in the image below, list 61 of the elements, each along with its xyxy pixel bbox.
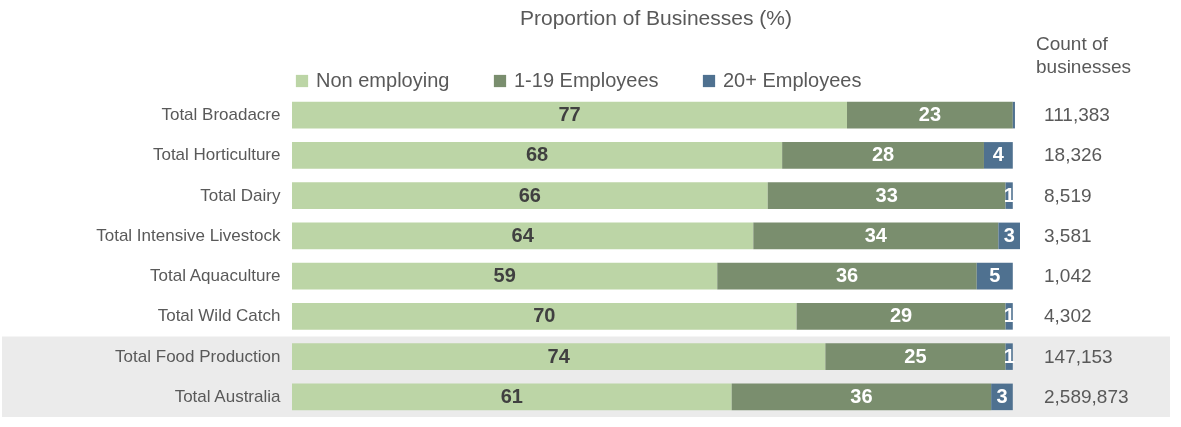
data-label: 77 xyxy=(558,103,581,126)
y-tick-label: Total Food Production xyxy=(115,346,281,366)
text: 111,383 xyxy=(1044,104,1110,126)
data-label: 70 xyxy=(533,304,556,327)
bar xyxy=(292,142,783,169)
bar xyxy=(796,303,1006,330)
bar xyxy=(767,182,1006,209)
y-tick-label: Total Broadacre xyxy=(161,105,281,125)
data-label: 3 xyxy=(996,384,1008,407)
data-label: 1 xyxy=(1003,304,1015,327)
bar xyxy=(782,142,984,169)
y-tick-label: Total Intensive Livestock xyxy=(96,225,281,245)
y-tick-label: Total Australia xyxy=(174,386,282,406)
bar xyxy=(292,222,754,250)
bar xyxy=(753,222,999,250)
bar xyxy=(292,101,848,129)
data-label: 36 xyxy=(835,264,859,287)
legend-label: 20+ Employees xyxy=(723,69,862,91)
text: 1,042 xyxy=(1044,265,1092,287)
y-tick-label: Total Aquaculture xyxy=(150,266,281,286)
bar xyxy=(1012,101,1015,129)
data-label: 59 xyxy=(493,264,516,287)
data-label: 74 xyxy=(547,344,571,367)
text: Count of businesses xyxy=(1036,33,1132,77)
data-label: 33 xyxy=(875,183,898,206)
text: 18,326 xyxy=(1044,144,1103,166)
text: 3,581 xyxy=(1044,224,1092,246)
data-label: 28 xyxy=(871,143,895,166)
chart-title: Proportion of Businesses (%) xyxy=(520,6,792,29)
data-label: 34 xyxy=(864,223,888,246)
bar xyxy=(292,182,768,209)
text: 147,153 xyxy=(1044,345,1113,367)
data-label: 29 xyxy=(889,304,913,327)
bar xyxy=(292,343,826,370)
data-label: 66 xyxy=(518,183,541,206)
data-label: 23 xyxy=(918,103,942,126)
text: 4,302 xyxy=(1044,305,1092,327)
data-label: 3 xyxy=(1003,223,1015,246)
data-label: 1 xyxy=(1003,183,1015,206)
bar xyxy=(731,383,992,411)
data-label: 61 xyxy=(500,384,523,407)
bar xyxy=(292,262,718,290)
bar xyxy=(292,383,732,411)
data-label: 25 xyxy=(904,344,927,367)
data-label: 4 xyxy=(992,143,1005,166)
bar xyxy=(847,101,1013,129)
y-tick-label: Total Dairy xyxy=(200,185,281,205)
y-tick-label: Total Horticulture xyxy=(152,145,281,165)
data-label: 36 xyxy=(850,384,873,407)
data-label: 64 xyxy=(511,223,535,246)
y-tick-label: Total Wild Catch xyxy=(157,306,281,326)
bar xyxy=(825,343,1006,370)
data-label: 68 xyxy=(525,143,549,166)
legend-label: 1-19 Employees xyxy=(514,69,659,91)
bar xyxy=(983,142,1013,169)
text: 2,589,873 xyxy=(1044,385,1129,407)
data-label: 5 xyxy=(989,264,1001,287)
bar xyxy=(717,262,977,290)
text: 8,519 xyxy=(1044,184,1092,206)
legend-label: Non employing xyxy=(316,69,450,91)
bar xyxy=(292,303,797,330)
